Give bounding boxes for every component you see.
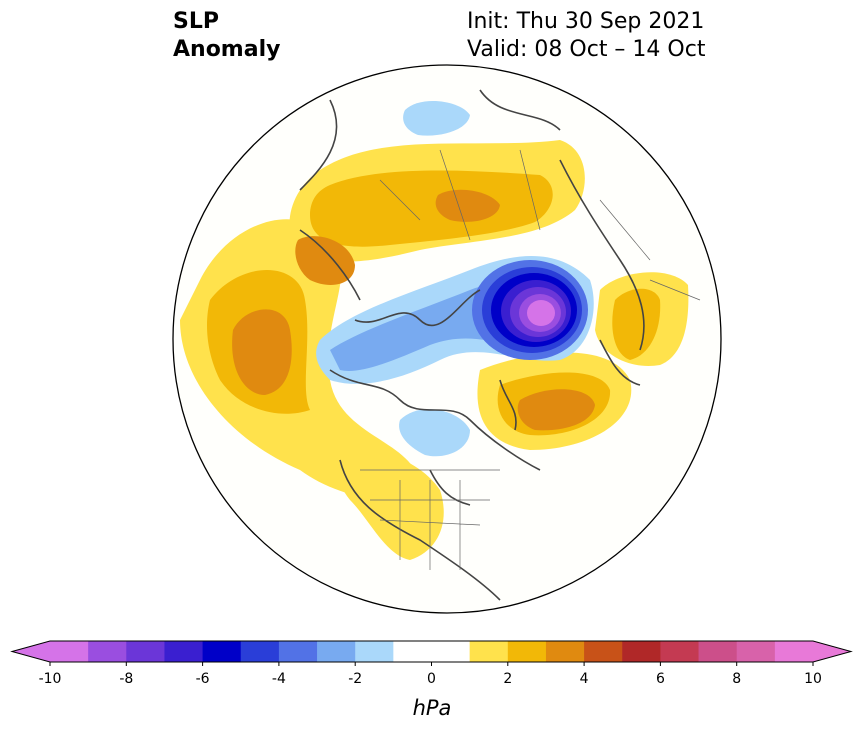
colorbar-tick-label: 8 [732, 671, 741, 687]
colorbar-segment [278, 641, 318, 662]
siberia-high-mid [310, 170, 553, 247]
colorbar-segment [774, 641, 814, 662]
colorbar-ticks: -10 -8 -6 -4 -2 0 2 4 6 8 10 [39, 662, 822, 687]
valid-label: Valid: 08 Oct – 14 Oct [467, 37, 706, 62]
colorbar [10, 640, 853, 663]
colorbar-tick-label: -8 [119, 671, 133, 687]
colorbar-segment [202, 641, 242, 662]
colorbar-segment [736, 641, 776, 662]
date-info: Init: Thu 30 Sep 2021 Valid: 08 Oct – 14… [467, 8, 705, 64]
colorbar-tick-label: 2 [503, 671, 512, 687]
colorbar-segment [507, 641, 547, 662]
colorbar-segment [240, 641, 280, 662]
colorbar-tick-label: 0 [427, 671, 436, 687]
colorbar-tick-label: 4 [580, 671, 589, 687]
title-line-1: SLP [173, 9, 219, 34]
map-title: SLP Anomaly [173, 8, 280, 64]
colorbar-segment [317, 641, 356, 662]
colorbar-tick-label: 6 [656, 671, 665, 687]
colorbar-tick-label: -10 [39, 671, 62, 687]
colorbar-segment [660, 641, 700, 662]
atlantic-high-core [517, 389, 595, 431]
colorbar-segment [393, 641, 471, 662]
colorbar-segment [355, 641, 394, 662]
map-boundary [172, 64, 722, 614]
colorbar-over-arrow [813, 641, 851, 662]
colorbar-tick-label: 10 [804, 671, 822, 687]
kara-low-core [527, 300, 555, 326]
colorbar-segment [469, 641, 509, 662]
colorbar-tick-label: -4 [272, 671, 286, 687]
init-label: Init: Thu 30 Sep 2021 [467, 9, 705, 34]
colorbar-segment [164, 641, 204, 662]
pacific-high-core [232, 309, 292, 395]
colorbar-segment [88, 641, 127, 662]
coastlines [299, 89, 645, 601]
europe-high-mid [612, 288, 661, 360]
colorbar-tick-label: -2 [348, 671, 362, 687]
coastline-paths [299, 89, 645, 601]
siberia-high-core-east [295, 236, 355, 285]
colorbar-under-arrow [12, 641, 50, 662]
colorbar-tick-label: -6 [196, 671, 210, 687]
title-line-2: Anomaly [173, 37, 281, 62]
colorbar-segment [545, 641, 585, 662]
siberia-high-core-west [435, 189, 500, 222]
border-paths [360, 149, 701, 570]
hudson-low [399, 409, 470, 457]
borders [360, 149, 701, 570]
colorbar-segment [698, 641, 738, 662]
us-high [337, 451, 444, 560]
colorbar-segment [622, 641, 661, 662]
colorbar-unit: hPa [413, 696, 452, 720]
polar-map [172, 64, 722, 614]
colorbar-segment [50, 641, 89, 662]
mediterranean-low [403, 100, 470, 136]
colorbar-segment [584, 641, 623, 662]
colorbar-segment [126, 641, 165, 662]
